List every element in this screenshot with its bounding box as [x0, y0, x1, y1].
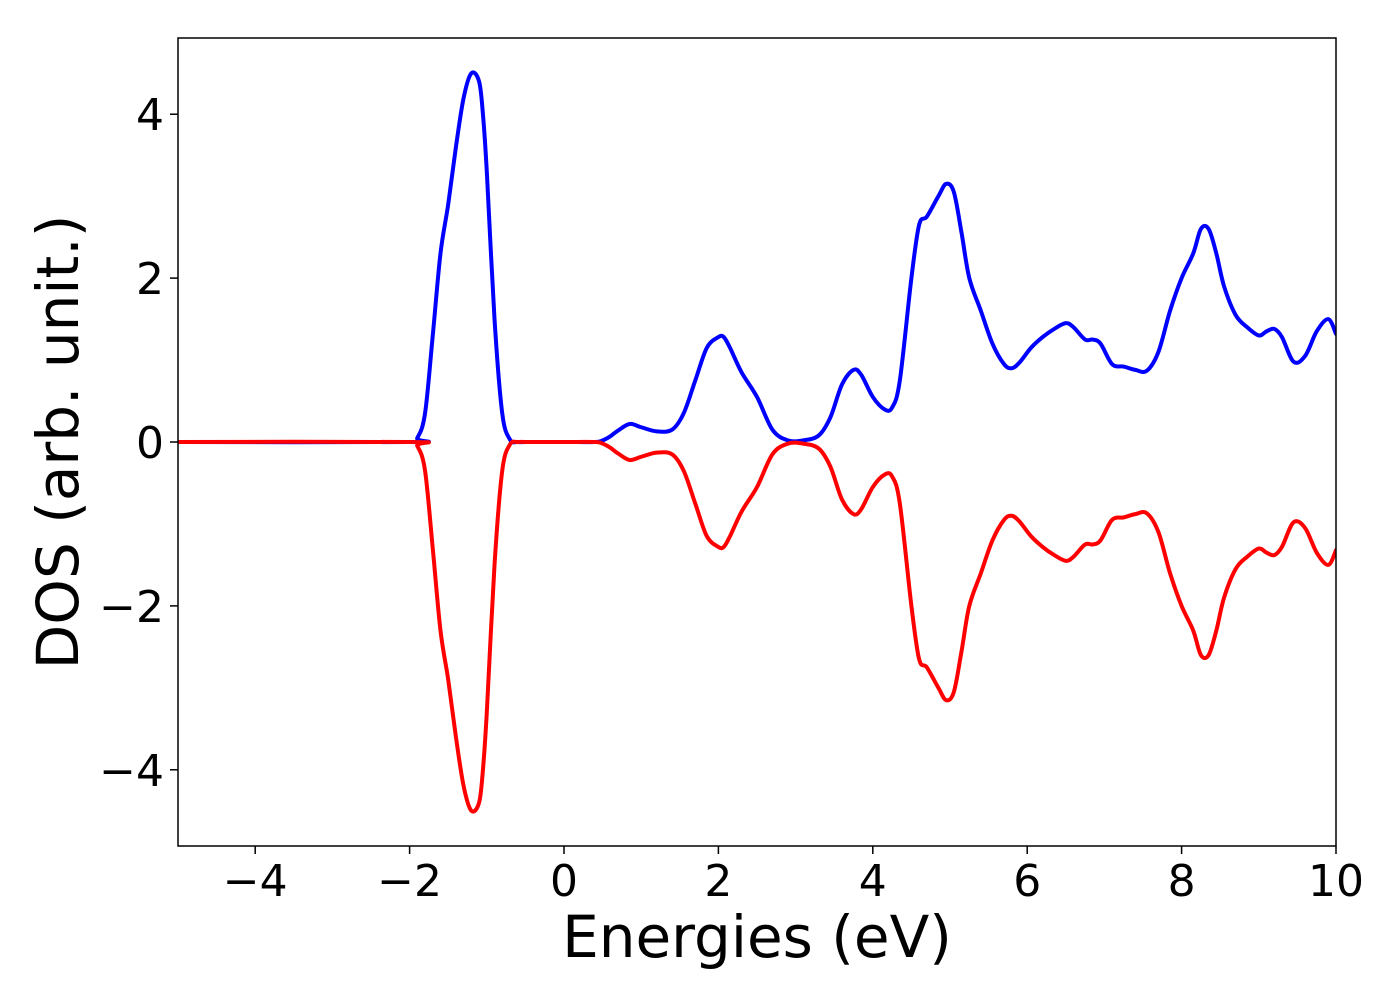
plot-area: [177, 37, 1337, 847]
y-tick-label: 2: [136, 254, 164, 305]
x-tick-label: 4: [859, 856, 887, 907]
x-tick-label: 6: [1013, 856, 1041, 907]
x-tick-label: −4: [223, 856, 288, 907]
series-layer: [178, 70, 1336, 814]
dos-up-line: [178, 70, 1336, 445]
y-tick-label: 0: [136, 418, 164, 469]
x-tick-label: −2: [377, 856, 442, 907]
x-tick-label: 2: [704, 856, 732, 907]
dos-down-line: [178, 439, 1336, 814]
y-tick-label: 4: [136, 90, 164, 141]
y-tick-label: −2: [99, 582, 164, 633]
x-tick-label: 0: [550, 856, 578, 907]
y-axis-label: DOS (arb. unit.): [24, 215, 92, 670]
x-tick-label: 8: [1168, 856, 1196, 907]
x-axis-label: Energies (eV): [562, 903, 952, 971]
y-axis-ticks: −4 −2 0 2 4: [99, 90, 178, 797]
x-axis-ticks: −4 −2 0 2 4 6 8 10: [223, 846, 1364, 907]
y-tick-label: −4: [99, 746, 164, 797]
x-tick-label: 10: [1308, 856, 1364, 907]
